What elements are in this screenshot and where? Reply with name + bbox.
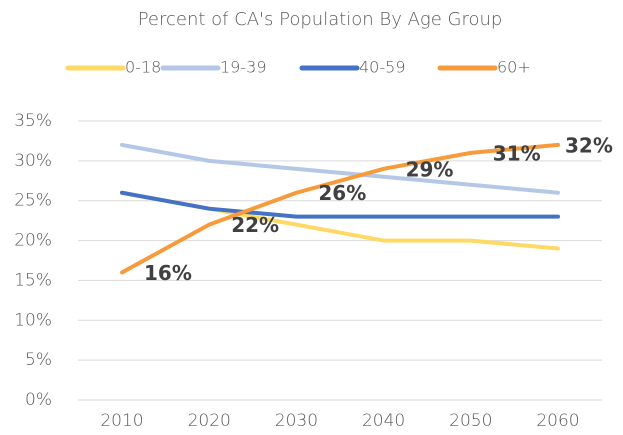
legend-label: 0-18	[125, 58, 161, 77]
x-tick-label: 2060	[536, 411, 579, 431]
data-label: 26%	[318, 181, 366, 205]
x-tick-label: 2020	[188, 411, 231, 431]
x-tick-label: 2040	[362, 411, 405, 431]
y-tick-label: 30%	[14, 151, 52, 171]
data-label: 31%	[493, 141, 541, 165]
legend-label: 40-59	[359, 58, 406, 77]
y-tick-label: 35%	[14, 111, 52, 131]
data-label: 29%	[406, 157, 454, 181]
x-tick-label: 2010	[100, 411, 143, 431]
data-label: 16%	[144, 261, 192, 285]
legend-label: 60+	[497, 58, 531, 77]
x-tick-label: 2050	[449, 411, 492, 431]
y-tick-label: 15%	[14, 270, 52, 290]
y-tick-label: 10%	[14, 310, 52, 330]
x-tick-label: 2030	[275, 411, 318, 431]
y-tick-label: 5%	[25, 350, 52, 370]
legend-label: 19-39	[220, 58, 267, 77]
series-line	[120, 142, 560, 275]
y-tick-label: 0%	[25, 390, 52, 410]
series-line	[120, 190, 560, 219]
y-tick-label: 20%	[14, 231, 52, 251]
data-label: 32%	[565, 133, 613, 157]
data-label: 22%	[231, 213, 279, 237]
y-tick-label: 25%	[14, 191, 52, 211]
chart-title: Percent of CA's Population By Age Group	[138, 9, 503, 30]
series-line	[120, 142, 560, 195]
